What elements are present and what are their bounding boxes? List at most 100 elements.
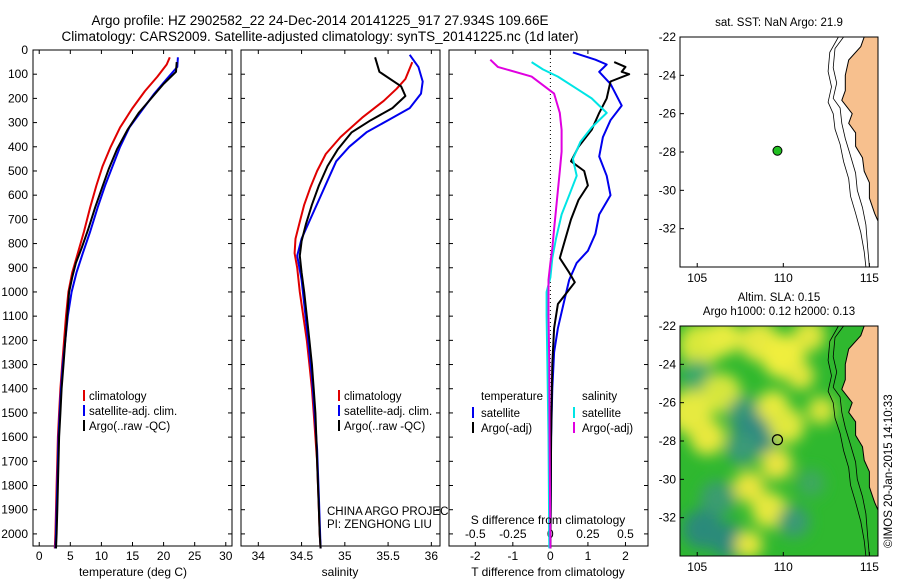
x-tick-label: 5 <box>67 549 74 563</box>
lat-tick-label: -26 <box>659 107 677 121</box>
sst-map-land <box>841 37 878 267</box>
legend-label: Argo(-adj) <box>481 423 532 435</box>
sla-heatmap-field <box>680 326 836 556</box>
x-tick-label: -2 <box>470 549 481 563</box>
depth-tick-label: 300 <box>8 116 28 130</box>
lon-tick-label: 105 <box>687 560 707 574</box>
salinity-panel: 34 34.5 35 35.5 36 salinity climatology satel… <box>240 49 455 579</box>
depth-tick-label: 200 <box>8 91 28 105</box>
sla-map-panel: Altim. SLA: 0.15 Argo h1000: 0.12 h2000:… <box>659 292 880 574</box>
sla-anomaly-cell <box>732 471 765 503</box>
s-diff-tick-label: 0.5 <box>617 527 634 541</box>
sla-anomaly-cell <box>777 505 810 538</box>
difference-lines <box>489 51 631 549</box>
sla-map-isobath-1000 <box>832 326 870 556</box>
x-tick-label: -1 <box>507 549 518 563</box>
sla-map-title-1: Altim. SLA: 0.15 <box>738 292 820 304</box>
project-annotation: CHINA ARGO PROJECT <box>327 506 455 518</box>
salinity-depth-ticks <box>241 49 440 535</box>
sst-map-title: sat. SST: NaN Argo: 21.9 <box>715 17 843 29</box>
x-tick-label: 25 <box>188 549 202 563</box>
x-tick-label: 34 <box>252 549 266 563</box>
x-tick-label: 30 <box>219 549 233 563</box>
temperature-axis-ticks: 0 5 10 15 20 25 30 <box>36 50 233 563</box>
legend-label: satellite-adj. clim. <box>89 406 177 418</box>
depth-tick-label: 600 <box>8 188 28 202</box>
s-diff-tick-label: -0.25 <box>499 527 527 541</box>
sla-anomaly-cell <box>807 396 836 425</box>
x-tick-label: 20 <box>157 549 171 563</box>
salinity-xlabel: salinity <box>322 565 359 579</box>
series-line-argo-raw-qc- <box>298 57 407 549</box>
legend-label: satellite <box>582 408 621 420</box>
sla-anomaly-cell <box>796 469 825 498</box>
lat-tick-label: -32 <box>659 222 677 236</box>
figure-title-line-1: Argo profile: HZ 2902582_22 24-Dec-2014 … <box>91 13 549 28</box>
x-tick-label: 35.5 <box>376 549 400 563</box>
legend-label: Argo(-adj) <box>582 423 633 435</box>
legend-title: temperature <box>481 391 543 403</box>
lat-tick-label: -24 <box>659 68 677 82</box>
lat-tick-label: -26 <box>659 396 677 410</box>
sla-map-lat-ticks: -22 -24 -26 -28 -30 -32 <box>659 319 684 525</box>
lat-tick-label: -30 <box>659 183 677 197</box>
lat-tick-label: -28 <box>659 434 677 448</box>
sst-map-isobath-1000 <box>832 37 870 267</box>
depth-axis-ticks: 0 100 200 300 400 500 600 700 800 900 1000 1100 1200… <box>1 43 232 541</box>
sla-anomaly-cell <box>760 448 793 480</box>
t-difference-axis-ticks: -2 -1 0 1 2 <box>470 50 629 563</box>
sla-anomaly-cell <box>699 480 736 517</box>
sla-anomaly-cell <box>786 361 815 390</box>
difference-depth-ticks <box>449 49 648 535</box>
imos-watermark: ©IMOS 20-Jan-2015 14:10:33 <box>883 394 895 548</box>
depth-tick-label: 400 <box>8 140 28 154</box>
x-tick-label: 10 <box>95 549 109 563</box>
depth-tick-label: 1100 <box>2 309 28 323</box>
difference-panel: -2 -1 0 1 2 -0.5 -0.25 0 0.25 0.5 S difference f… <box>448 49 649 579</box>
depth-tick-label: 2000 <box>1 527 28 541</box>
temperature-xlabel: temperature (deg C) <box>79 565 187 579</box>
legend-label: climatology <box>344 391 402 403</box>
x-tick-label: 0 <box>547 549 554 563</box>
depth-tick-label: 1300 <box>1 358 28 372</box>
legend-title: salinity <box>582 391 617 403</box>
s-difference-xlabel: S difference from climatology <box>471 513 626 527</box>
depth-tick-label: 1600 <box>1 430 28 444</box>
series-line-s-argo-adj- <box>489 58 563 549</box>
depth-tick-label: 1900 <box>1 503 28 517</box>
x-tick-label: 15 <box>126 549 140 563</box>
sla-map-isobath-2000 <box>827 326 867 556</box>
lat-tick-label: -22 <box>659 30 677 44</box>
x-tick-label: 1 <box>585 549 592 563</box>
lon-tick-label: 110 <box>774 560 793 574</box>
depth-tick-label: 0 <box>21 43 28 57</box>
legend-label: Argo(..raw -QC) <box>89 421 170 433</box>
legend-label: Argo(..raw -QC) <box>344 421 425 433</box>
series-line-argo-raw-qc- <box>55 62 178 549</box>
s-diff-tick-label: 0.25 <box>576 527 600 541</box>
figure-title-line-2: Climatology: CARS2009. Satellite-adjuste… <box>61 29 579 44</box>
x-tick-label: 0 <box>36 549 43 563</box>
sst-map-lon-ticks: 105 110 115 <box>687 263 879 285</box>
t-difference-xlabel: T difference from climatology <box>471 565 625 579</box>
temperature-lines <box>53 56 179 549</box>
sst-map-lat-ticks: -22 -24 -26 -28 -30 -32 <box>659 30 684 236</box>
sla-anomaly-cell <box>793 326 826 352</box>
lon-tick-label: 110 <box>774 271 793 285</box>
lon-tick-label: 105 <box>687 271 707 285</box>
depth-tick-label: 1800 <box>1 479 28 493</box>
sla-anomaly-cell <box>768 407 805 444</box>
salinity-axis-ticks: 34 34.5 35 35.5 36 <box>252 50 439 563</box>
temperature-panel: 0100200300400500600700800900100011001200… <box>1 43 232 579</box>
depth-tick-label: 1000 <box>1 285 28 299</box>
legend-label: satellite <box>481 408 520 420</box>
temperature-axes-frame <box>32 49 233 547</box>
lon-tick-label: 115 <box>860 560 879 574</box>
pi-annotation: PI: ZENGHONG LIU <box>327 519 432 531</box>
series-line-t-argo-adj- <box>549 61 631 549</box>
x-tick-label: 36 <box>425 549 439 563</box>
sla-anomaly-cell <box>725 432 758 465</box>
legend-label: satellite-adj. clim. <box>344 406 432 418</box>
salinity-axes-frame <box>240 49 441 547</box>
